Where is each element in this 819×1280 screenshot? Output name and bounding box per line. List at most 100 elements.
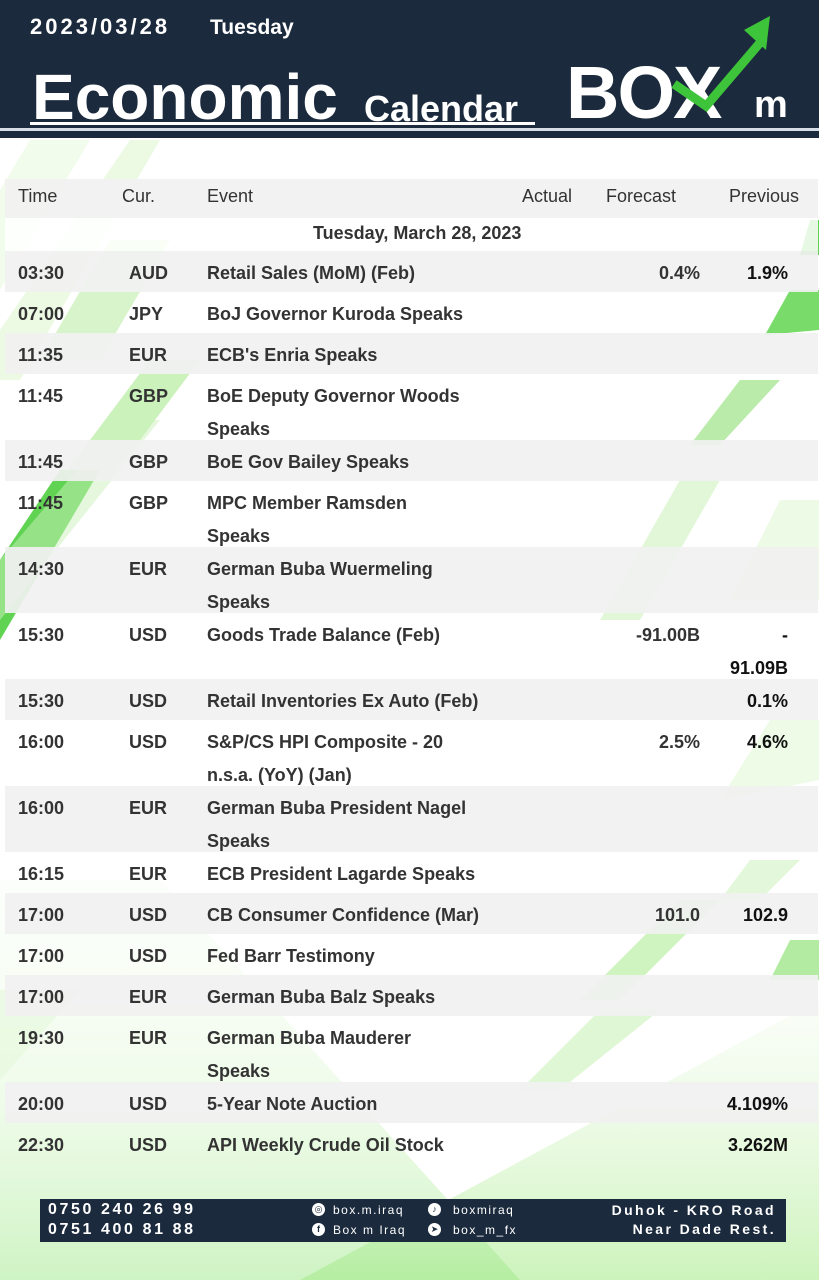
row-currency: EUR — [129, 559, 168, 579]
instagram-handle: box.m.iraq — [333, 1203, 405, 1217]
row-currency: EUR — [129, 987, 168, 1007]
row-event: BoE Gov Bailey Speaks — [207, 452, 410, 472]
row-event-continued: Speaks — [207, 592, 271, 612]
row-event: BoJ Governor Kuroda Speaks — [207, 304, 464, 324]
row-event: German Buba President Nagel — [207, 798, 467, 818]
row-currency: EUR — [129, 345, 168, 365]
row-currency: EUR — [129, 1028, 168, 1048]
row-forecast: 2.5% — [658, 732, 700, 752]
row-time: 16:00 — [18, 798, 65, 818]
row-currency: GBP — [129, 493, 169, 513]
tiktok-handle: boxmiraq — [453, 1203, 515, 1217]
telegram-icon: ➤ — [428, 1223, 441, 1236]
row-previous: 4.109% — [726, 1094, 788, 1114]
row-time: 15:30 — [18, 691, 65, 711]
header-date: 2023/03/28 — [30, 14, 171, 39]
row-time: 17:00 — [18, 946, 65, 966]
row-time: 07:00 — [18, 304, 65, 324]
row-event: German Buba Balz Speaks — [207, 987, 436, 1007]
row-event: MPC Member Ramsden — [207, 493, 408, 513]
row-currency: GBP — [129, 386, 169, 406]
row-event: BoE Deputy Governor Woods — [207, 386, 460, 406]
date-group-row: Tuesday, March 28, 2023 — [5, 218, 818, 251]
header-banner: 2023/03/28 Tuesday Economic Calendar BOX… — [0, 0, 819, 134]
row-time: 22:30 — [18, 1135, 65, 1155]
row-event-continued: Speaks — [207, 526, 271, 546]
calendar-table: Time Cur. Event Actual Forecast Previous… — [5, 179, 818, 1164]
row-event: Retail Inventories Ex Auto (Feb) — [207, 691, 479, 711]
table-row: 11:35 EUR ECB's Enria Speaks — [5, 333, 818, 374]
address-line-2: Near Dade Rest. — [632, 1221, 776, 1237]
row-event: CB Consumer Confidence (Mar) — [207, 905, 480, 925]
row-time: 15:30 — [18, 625, 65, 645]
row-event: API Weekly Crude Oil Stock — [207, 1135, 444, 1155]
table-row: 19:30 EUR German Buba Mauderer Speaks — [5, 1016, 818, 1082]
address-line-1: Duhok - KRO Road — [611, 1202, 776, 1218]
row-forecast: 0.4% — [658, 263, 700, 283]
table-row: 16:00 EUR German Buba President Nagel Speak… — [5, 786, 818, 852]
row-currency: USD — [129, 946, 168, 966]
row-time: 16:15 — [18, 864, 65, 884]
row-previous-continued: 91.09B — [729, 658, 788, 678]
row-event-continued: n.s.a. (YoY) (Jan) — [207, 765, 352, 785]
table-row: 11:45 GBP MPC Member Ramsden Speaks — [5, 481, 818, 547]
row-event-continued: Speaks — [207, 1061, 271, 1081]
header-rule — [0, 128, 819, 131]
row-currency: JPY — [129, 304, 164, 324]
facebook-handle: Box m Iraq — [333, 1223, 407, 1237]
table-row: 07:00 JPY BoJ Governor Kuroda Speaks — [5, 292, 818, 333]
row-event: ECB's Enria Speaks — [207, 345, 378, 365]
contact-footer: 0750 240 26 99 0751 400 81 88 ◎ box.m.ir… — [40, 1199, 786, 1242]
table-row: 11:45 GBP BoE Deputy Governor Woods Speaks — [5, 374, 818, 440]
table-row: 03:30 AUD Retail Sales (MoM) (Feb) 0.4% 1.9% — [5, 251, 818, 292]
row-time: 17:00 — [18, 987, 65, 1007]
row-currency: EUR — [129, 864, 168, 884]
row-event: Retail Sales (MoM) (Feb) — [207, 263, 416, 283]
facebook-icon: f — [312, 1223, 325, 1236]
row-currency: USD — [129, 691, 168, 711]
row-previous: 0.1% — [746, 691, 788, 711]
row-event-continued: Speaks — [207, 831, 271, 851]
col-time: Time — [18, 186, 58, 206]
tiktok-icon: ♪ — [428, 1203, 441, 1216]
row-time: 19:30 — [18, 1028, 65, 1048]
row-time: 14:30 — [18, 559, 65, 579]
telegram-handle: box_m_fx — [453, 1223, 518, 1237]
row-time: 03:30 — [18, 263, 65, 283]
table-row: 14:30 EUR German Buba Wuermeling Speaks — [5, 547, 818, 613]
row-time: 17:00 — [18, 905, 65, 925]
row-time: 11:45 — [18, 452, 64, 472]
table-row: 11:45 GBP BoE Gov Bailey Speaks — [5, 440, 818, 481]
row-event: Fed Barr Testimony — [207, 946, 375, 966]
title-economic: Economic — [32, 61, 338, 133]
table-row: 17:00 EUR German Buba Balz Speaks — [5, 975, 818, 1016]
table-row: 15:30 USD Goods Trade Balance (Feb) -91.00B… — [5, 613, 818, 679]
row-currency: USD — [129, 1135, 168, 1155]
row-currency: USD — [129, 732, 168, 752]
row-event: German Buba Wuermeling — [207, 559, 433, 579]
row-time: 16:00 — [18, 732, 65, 752]
row-time: 11:45 — [18, 493, 64, 513]
phone-1: 0750 240 26 99 — [48, 1201, 196, 1218]
logo-suffix: m — [754, 84, 788, 126]
table-header: Time Cur. Event Actual Forecast Previous — [5, 179, 818, 218]
table-row: 17:00 USD Fed Barr Testimony — [5, 934, 818, 975]
row-event: ECB President Lagarde Speaks — [207, 864, 476, 884]
row-currency: AUD — [129, 263, 168, 283]
row-event: Goods Trade Balance (Feb) — [207, 625, 441, 645]
table-row: 15:30 USD Retail Inventories Ex Auto (Feb)… — [5, 679, 818, 720]
col-currency: Cur. — [122, 186, 156, 206]
boxm-logo: BOX m — [566, 16, 806, 130]
col-forecast: Forecast — [606, 186, 677, 206]
row-previous: 102.9 — [742, 905, 788, 925]
title-underline — [30, 122, 535, 125]
instagram-icon: ◎ — [312, 1203, 325, 1216]
row-currency: USD — [129, 625, 168, 645]
row-time: 20:00 — [18, 1094, 65, 1114]
table-body: 03:30 AUD Retail Sales (MoM) (Feb) 0.4% 1.9%… — [5, 251, 818, 1164]
table-row: 22:30 USD API Weekly Crude Oil Stock 3.262M — [5, 1123, 818, 1164]
row-event-continued: Speaks — [207, 419, 271, 439]
col-event: Event — [207, 186, 254, 206]
table-row: 20:00 USD 5-Year Note Auction 4.109% — [5, 1082, 818, 1123]
phone-2: 0751 400 81 88 — [48, 1221, 196, 1238]
